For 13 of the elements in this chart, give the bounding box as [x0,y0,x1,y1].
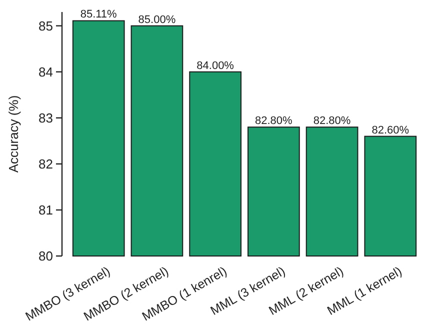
data-label: 85.11% [80,8,118,21]
data-label: 82.60% [372,124,410,136]
data-label: 84.00% [196,60,234,72]
y-tick-label: 85 [38,18,53,34]
y-axis-title: Accuracy (%) [6,95,21,173]
y-tick-label: 83 [38,110,53,126]
y-tick-label: 82 [38,156,53,172]
data-label: 85.00% [138,14,176,26]
y-tick-label: 80 [38,248,53,264]
data-label: 82.80% [255,115,293,128]
data-label: 82.80% [313,115,351,128]
y-tick-label: 81 [38,202,53,218]
y-tick-label: 84 [38,64,53,80]
